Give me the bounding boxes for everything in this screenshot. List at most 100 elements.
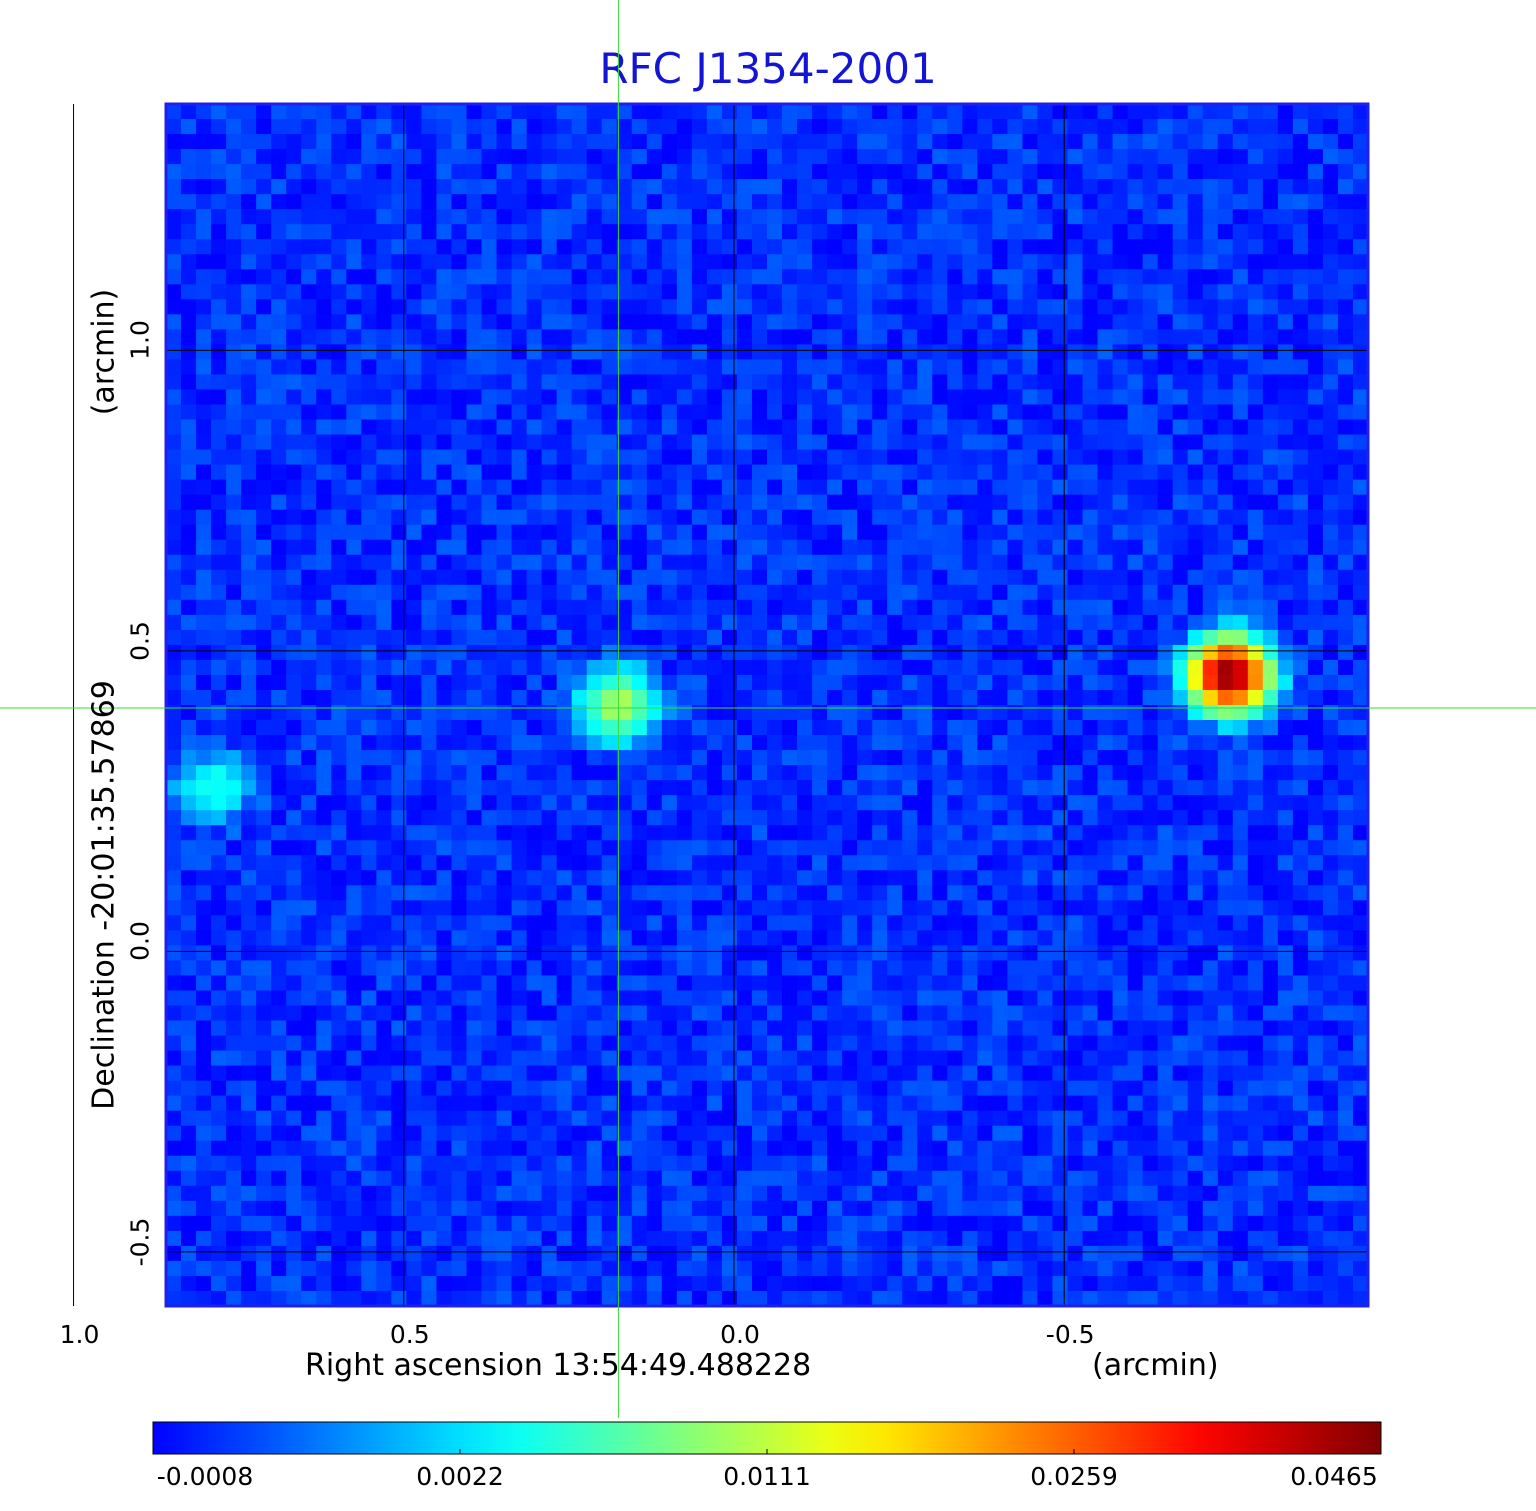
heatmap-cell: [842, 494, 858, 511]
heatmap-cell: [782, 329, 798, 346]
heatmap-cell: [782, 344, 798, 361]
heatmap-cell: [1217, 750, 1234, 766]
heatmap-cell: [782, 825, 798, 841]
heatmap-cell: [586, 299, 603, 315]
heatmap-cell: [301, 359, 317, 376]
heatmap-cell: [751, 104, 768, 120]
heatmap-cell: [451, 239, 468, 255]
heatmap-cell: [571, 689, 588, 706]
heatmap-cell: [842, 179, 858, 195]
heatmap-cell: [406, 224, 423, 240]
heatmap-cell: [812, 614, 828, 631]
heatmap-cell: [797, 224, 813, 240]
heatmap-cell: [406, 509, 423, 526]
heatmap-cell: [827, 464, 843, 481]
heatmap-cell: [1082, 449, 1099, 466]
heatmap-cell: [1097, 299, 1114, 315]
heatmap-cell: [1052, 810, 1069, 826]
heatmap-cell: [376, 599, 392, 616]
heatmap-cell: [827, 104, 843, 120]
heatmap-cell: [601, 479, 618, 496]
heatmap-cell: [1322, 434, 1339, 451]
heatmap-cell: [1157, 269, 1174, 285]
heatmap-cell: [316, 915, 332, 931]
heatmap-cell: [466, 1035, 483, 1052]
heatmap-cell: [962, 389, 978, 406]
heatmap-cell: [346, 975, 362, 992]
heatmap-cell: [406, 479, 423, 496]
heatmap-cell: [842, 629, 858, 646]
heatmap-cell: [962, 254, 978, 270]
heatmap-cell: [1112, 750, 1129, 766]
heatmap-cell: [421, 509, 438, 526]
heatmap-cell: [1172, 644, 1189, 661]
heatmap-cell: [857, 284, 873, 300]
heatmap-cell: [827, 194, 843, 210]
heatmap-cell: [646, 224, 663, 240]
heatmap-cell: [812, 389, 828, 406]
heatmap-cell: [511, 494, 528, 511]
heatmap-cell: [706, 149, 723, 165]
heatmap-cell: [511, 885, 528, 901]
heatmap-cell: [541, 885, 558, 901]
heatmap-cell: [196, 855, 212, 871]
heatmap-cell: [646, 765, 663, 781]
heatmap-cell: [586, 554, 603, 571]
heatmap-cell: [406, 299, 423, 315]
heatmap-cell: [932, 930, 948, 947]
heatmap-cell: [226, 104, 242, 120]
heatmap-cell: [676, 389, 693, 406]
heatmap-cell: [181, 224, 197, 240]
heatmap-cell: [166, 584, 182, 601]
heatmap-cell: [1037, 209, 1054, 225]
heatmap-cell: [601, 975, 618, 992]
heatmap-cell: [1127, 284, 1144, 300]
heatmap-cell: [1067, 810, 1084, 826]
heatmap-cell: [301, 209, 317, 225]
heatmap-cell: [1052, 1020, 1069, 1037]
heatmap-cell: [1067, 945, 1084, 962]
heatmap-cell: [1067, 479, 1084, 496]
heatmap-cell: [992, 765, 1009, 781]
heatmap-cell: [1067, 855, 1084, 871]
heatmap-cell: [571, 509, 588, 526]
heatmap-cell: [271, 629, 287, 646]
heatmap-cell: [211, 209, 227, 225]
heatmap-cell: [421, 614, 438, 631]
heatmap-cell: [1067, 599, 1084, 616]
heatmap-cell: [406, 494, 423, 511]
heatmap-cell: [301, 314, 317, 330]
heatmap-cell: [241, 614, 257, 631]
heatmap-cell: [767, 915, 783, 931]
heatmap-cell: [181, 1020, 197, 1037]
heatmap-cell: [361, 584, 377, 601]
heatmap-cell: [917, 810, 933, 826]
heatmap-cell: [736, 915, 753, 931]
heatmap-cell: [1262, 389, 1279, 406]
heatmap-cell: [797, 870, 813, 886]
heatmap-cell: [586, 239, 603, 255]
heatmap-cell: [872, 254, 888, 270]
heatmap-cell: [992, 870, 1009, 886]
heatmap-cell: [827, 554, 843, 571]
heatmap-cell: [827, 885, 843, 901]
heatmap-cell: [1307, 329, 1324, 346]
heatmap-cell: [376, 810, 392, 826]
heatmap-cell: [1127, 900, 1144, 916]
heatmap-cell: [301, 524, 317, 541]
heatmap-cell: [1202, 659, 1219, 676]
heatmap-cell: [1157, 885, 1174, 901]
heatmap-cell: [1202, 284, 1219, 300]
heatmap-cell: [496, 164, 513, 180]
heatmap-cell: [1022, 104, 1039, 120]
heatmap-cell: [1247, 104, 1264, 120]
heatmap-cell: [1112, 179, 1129, 195]
heatmap-cell: [1172, 269, 1189, 285]
heatmap-cell: [1247, 224, 1264, 240]
heatmap-cell: [481, 539, 498, 556]
heatmap-cell: [827, 299, 843, 315]
heatmap-cell: [481, 569, 498, 586]
heatmap-cell: [286, 134, 302, 150]
heatmap-cell: [962, 900, 978, 916]
heatmap-cell: [1112, 194, 1129, 210]
